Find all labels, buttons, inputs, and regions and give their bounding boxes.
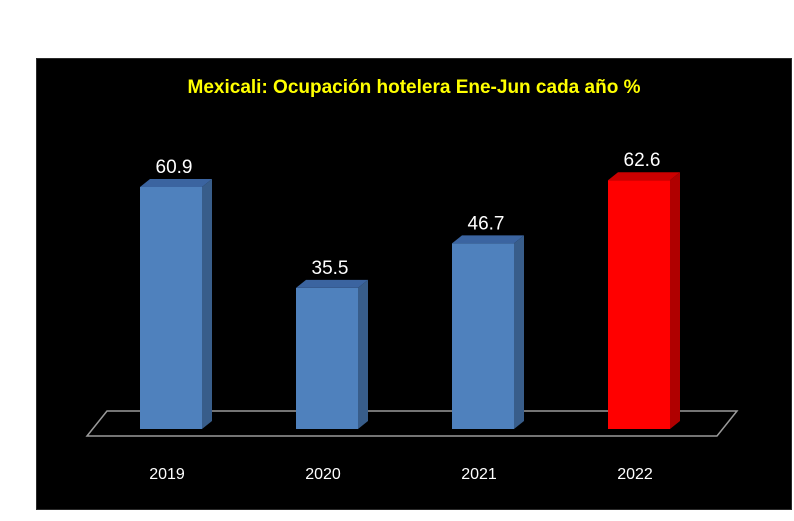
x-tick-label: 2021 — [461, 466, 497, 483]
bar-2019: 60.9 2019 — [140, 157, 212, 483]
bar-front — [296, 287, 358, 429]
bar-chart: 60.9 2019 35.5 2020 46.7 2021 62.6 2022 — [85, 150, 739, 483]
bars-layer: 60.9 2019 35.5 2020 46.7 2021 62.6 2022 — [140, 150, 680, 483]
bar-side — [202, 179, 212, 429]
bar-2020: 35.5 2020 — [296, 258, 368, 483]
x-tick-label: 2022 — [617, 466, 653, 483]
bar-top — [452, 235, 524, 244]
bar-front — [608, 180, 670, 429]
bar-front — [452, 243, 514, 429]
bar-top — [608, 172, 680, 181]
bar-side — [514, 235, 524, 429]
data-label: 60.9 — [156, 157, 193, 178]
data-label: 35.5 — [312, 258, 349, 279]
x-tick-label: 2019 — [149, 466, 185, 483]
data-label: 62.6 — [624, 150, 661, 171]
chart-panel: Mexicali: Ocupación hotelera Ene-Jun cad… — [36, 58, 792, 510]
bar-2022: 62.6 2022 — [608, 150, 680, 483]
bar-side — [358, 279, 368, 429]
x-tick-label: 2020 — [305, 466, 341, 483]
bar-side — [670, 172, 680, 429]
data-label: 46.7 — [468, 213, 505, 234]
bar-front — [140, 187, 202, 429]
bar-2021: 46.7 2021 — [452, 213, 524, 483]
bar-top — [140, 179, 212, 187]
chart-title: Mexicali: Ocupación hotelera Ene-Jun cad… — [187, 77, 641, 98]
bar-top — [296, 279, 368, 288]
chart-floor — [85, 410, 739, 437]
